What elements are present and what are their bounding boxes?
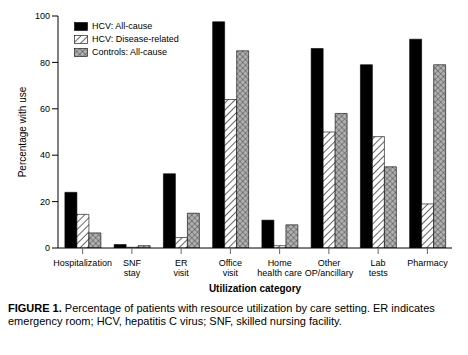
- svg-text:0: 0: [45, 243, 50, 253]
- html-text:Controls: All-cause: Controls: All-cause: [92, 47, 167, 57]
- svg-text:80: 80: [40, 58, 50, 68]
- svg-text:40: 40: [40, 150, 50, 160]
- html-text:HCV: All-cause: HCV: All-cause: [92, 21, 153, 31]
- svg-text:Homehealth care: Homehealth care: [257, 258, 302, 278]
- svg-text:20: 20: [40, 197, 50, 207]
- svg-text:Utilization category: Utilization category: [209, 283, 302, 294]
- svg-text:100: 100: [35, 11, 50, 21]
- svg-text:Percentage with use: Percentage with use: [17, 86, 28, 177]
- svg-text:Officevisit: Officevisit: [219, 258, 242, 278]
- svg-text:SNFstay: SNFstay: [123, 258, 142, 278]
- svg-text:ERvisit: ERvisit: [173, 258, 189, 278]
- svg-text:60: 60: [40, 104, 50, 114]
- svg-text:Hospitalization: Hospitalization: [53, 258, 112, 268]
- svg-text:OtherOP/ancillary: OtherOP/ancillary: [305, 258, 354, 278]
- html-text:FIGURE 1. Percentage of patien: FIGURE 1. Percentage of patients with re…: [8, 302, 435, 327]
- svg-text:Pharmacy: Pharmacy: [407, 258, 448, 268]
- svg-text:Labtests: Labtests: [369, 258, 389, 278]
- html-text:HCV: Disease-related: HCV: Disease-related: [92, 34, 179, 44]
